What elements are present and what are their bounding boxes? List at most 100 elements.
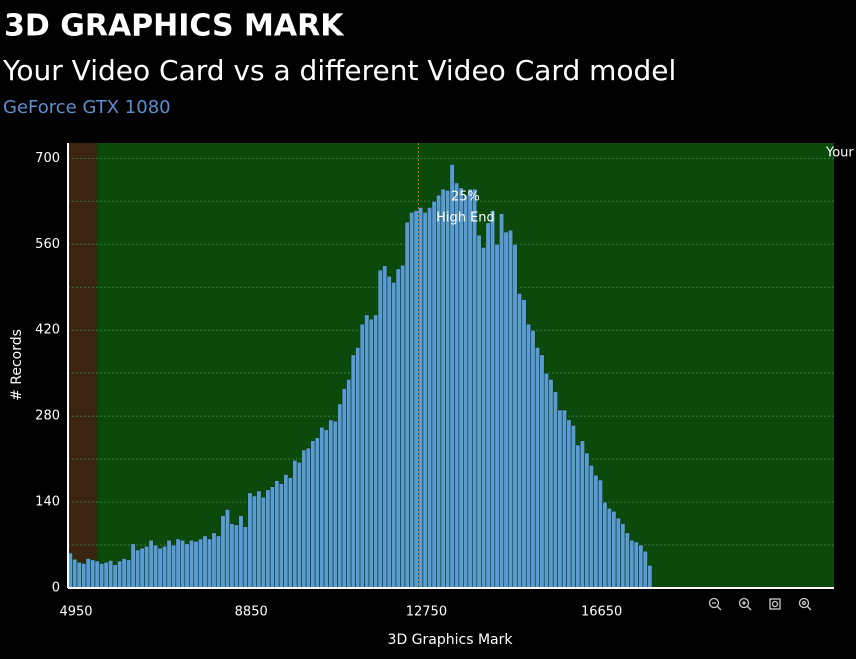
bar — [584, 452, 590, 589]
bar — [647, 564, 653, 589]
bar — [382, 265, 388, 589]
bar — [292, 460, 298, 589]
bar — [265, 489, 271, 589]
bar — [579, 440, 585, 589]
subtitle: Your Video Card vs a different Video Car… — [2, 54, 676, 87]
bar — [350, 354, 356, 589]
y-tick-label: 700 — [35, 151, 60, 166]
bar — [157, 547, 163, 589]
bar — [427, 207, 433, 589]
bar — [588, 464, 594, 589]
bar — [530, 329, 536, 589]
bar — [180, 539, 186, 589]
bar — [543, 372, 550, 589]
marker-label: 25% — [451, 190, 480, 205]
bar — [552, 391, 559, 589]
bar — [534, 347, 541, 589]
bar — [472, 188, 478, 589]
bar — [346, 379, 352, 589]
bar — [570, 425, 576, 589]
bar — [404, 221, 410, 589]
bar — [310, 440, 316, 589]
bar — [431, 201, 437, 589]
bar — [108, 560, 114, 589]
bar — [463, 194, 469, 589]
bar — [229, 523, 235, 589]
bar — [197, 538, 204, 589]
y-axis-label: # Records — [9, 329, 25, 401]
bar — [620, 523, 626, 589]
bar — [373, 314, 379, 589]
corner-note: Your — [825, 146, 854, 161]
bar — [606, 507, 612, 589]
bar — [269, 486, 275, 589]
bar — [355, 347, 361, 589]
bar — [575, 444, 581, 589]
bar — [328, 419, 334, 589]
bar — [525, 323, 532, 589]
bar — [521, 299, 527, 589]
bar — [224, 509, 231, 589]
bar — [130, 543, 136, 589]
bar — [633, 541, 639, 589]
bar — [597, 479, 603, 589]
zoom-in[interactable] — [738, 597, 752, 611]
bar — [112, 564, 118, 589]
bar — [301, 449, 307, 589]
bar — [602, 501, 608, 589]
bar — [314, 437, 320, 589]
bar — [175, 538, 181, 589]
bar — [593, 474, 599, 589]
bar — [422, 212, 428, 589]
bar — [238, 515, 244, 589]
marker-label: High End — [436, 211, 495, 226]
bar — [629, 539, 635, 589]
bar — [516, 293, 523, 589]
bar — [642, 550, 648, 589]
bar — [359, 323, 365, 589]
bar — [242, 526, 249, 589]
bar — [566, 419, 572, 589]
y-tick-label: 420 — [35, 323, 60, 338]
bar — [368, 318, 374, 589]
bar — [274, 480, 280, 589]
bar — [449, 164, 455, 589]
bar — [148, 539, 154, 589]
bar — [85, 558, 91, 589]
bar — [103, 561, 109, 589]
y-tick-label: 0 — [52, 581, 60, 596]
bar — [440, 188, 446, 589]
y-tick-label: 280 — [35, 409, 60, 424]
bar — [233, 524, 240, 589]
bar — [337, 403, 343, 589]
bar — [476, 234, 482, 589]
bar — [615, 517, 621, 589]
bar — [283, 474, 289, 589]
bar — [162, 545, 168, 589]
region — [68, 143, 98, 588]
zoom-fit[interactable] — [769, 598, 781, 610]
bar — [445, 189, 451, 589]
bar — [287, 477, 293, 589]
bar — [256, 490, 262, 589]
bar — [332, 420, 338, 589]
bar — [458, 187, 464, 589]
bar — [76, 561, 82, 589]
bar — [260, 496, 266, 589]
bar — [211, 532, 217, 589]
bar — [386, 275, 392, 589]
bar — [121, 558, 127, 589]
bar — [395, 268, 401, 589]
zoom-out[interactable] — [708, 597, 722, 611]
bar — [81, 563, 87, 589]
x-axis-label: 3D Graphics Mark — [388, 632, 514, 648]
bar — [611, 510, 617, 589]
bar — [498, 213, 505, 589]
bar — [184, 543, 190, 589]
bar — [436, 194, 442, 589]
zoom-controls — [708, 597, 812, 611]
card-name: GeForce GTX 1080 — [3, 97, 171, 118]
zoom-reset[interactable] — [798, 597, 812, 611]
bar — [117, 560, 123, 589]
bar — [413, 210, 419, 589]
